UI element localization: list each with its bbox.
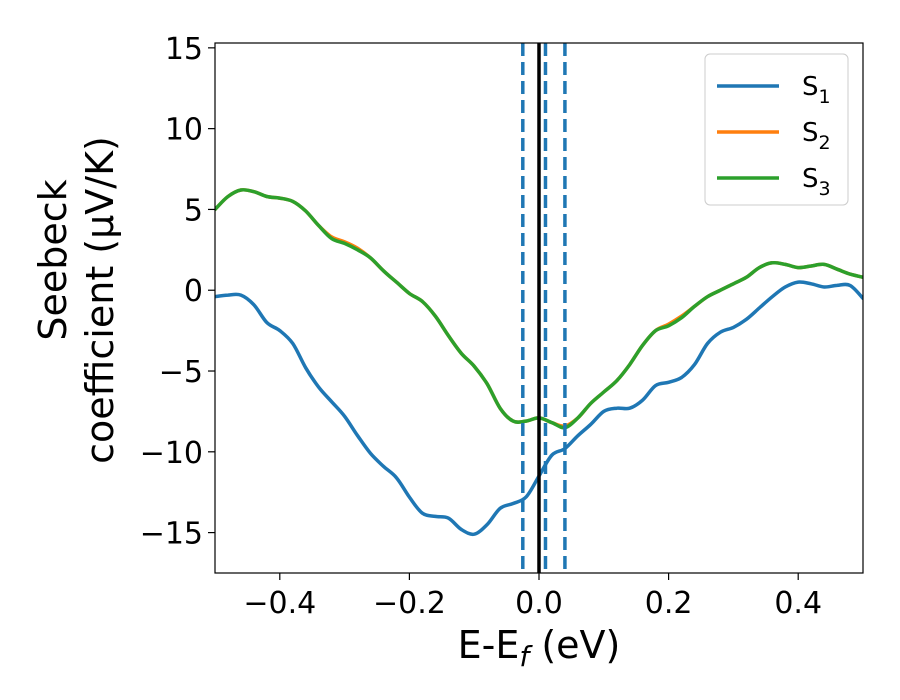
- y-tick-label: 0: [184, 274, 203, 309]
- legend: S1 S2 S3: [704, 53, 849, 206]
- x-axis-label-unit: (eV): [529, 623, 620, 667]
- legend-box: [704, 53, 849, 206]
- legend-label-s3: S3: [802, 164, 831, 200]
- x-tick-label: 0.2: [645, 586, 693, 621]
- legend-label-s1: S1: [802, 72, 831, 108]
- y-tick-label: −10: [140, 436, 203, 471]
- legend-label-s2: S2: [802, 118, 831, 154]
- x-axis-label-main: E-E: [458, 623, 520, 667]
- y-tick-label: 10: [165, 113, 203, 148]
- y-axis-label-line2: coefficient (μV/K): [78, 136, 122, 464]
- y-axis-label-line1: Seebeck: [31, 179, 75, 340]
- x-axis-ticks: −0.4 −0.2 0.0 0.2 0.4: [243, 573, 822, 621]
- y-tick-label: 15: [165, 32, 203, 67]
- x-tick-label: 0.4: [774, 586, 822, 621]
- x-tick-label: −0.2: [373, 586, 446, 621]
- x-tick-label: 0.0: [515, 586, 563, 621]
- y-tick-label: −15: [140, 517, 203, 552]
- legend-items: S1 S2 S3: [717, 72, 831, 200]
- vertical-lines-layer: [521, 43, 567, 573]
- y-tick-label: 5: [184, 193, 203, 228]
- y-axis-ticks: 15 10 5 0 −5 −10 −15: [140, 32, 215, 552]
- y-tick-label: −5: [159, 355, 203, 390]
- x-axis-label: E-Ef (eV): [458, 623, 621, 673]
- x-tick-label: −0.4: [243, 586, 316, 621]
